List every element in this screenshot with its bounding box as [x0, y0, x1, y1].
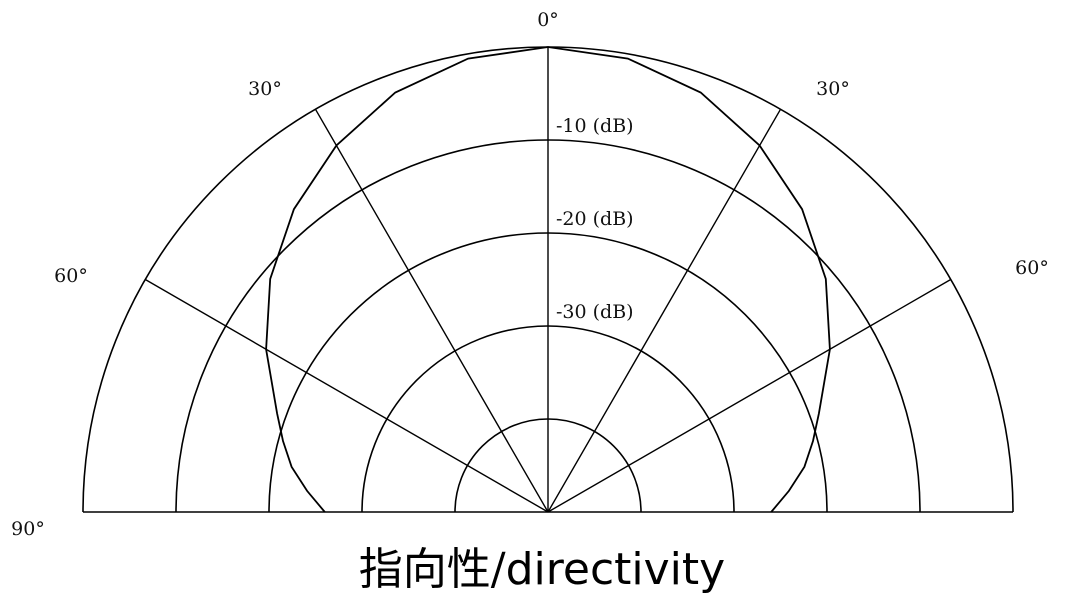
directivity-polar-chart: 0°30°30°60°60°90°90° -10 (dB)-20 (dB)-30… [11, 9, 1049, 540]
angular-spokes [144, 47, 952, 513]
spoke-30 [547, 108, 782, 513]
spoke-60 [547, 278, 952, 513]
caption-cjk: 指向性 [358, 544, 491, 595]
spoke--30 [314, 108, 549, 513]
spoke--60 [144, 278, 549, 513]
ring-label-20db: -20 (dB) [556, 208, 634, 230]
series-line-0 [265, 46, 831, 513]
angle-label-left-30: 30° [248, 78, 282, 100]
angle-label-right-30: 30° [816, 78, 850, 100]
angle-label-0: 0° [537, 9, 559, 31]
ring-label-30db: -30 (dB) [556, 301, 634, 323]
angle-label-left-90: 90° [11, 518, 45, 540]
chart-caption: 指向性/directivity [0, 548, 1084, 592]
directivity-series [265, 46, 831, 513]
angle-label-left-60: 60° [54, 265, 88, 287]
caption-english: directivity [505, 544, 726, 595]
radial-tick-labels: -10 (dB) -20 (dB) -30 (dB) [556, 115, 634, 323]
angle-label-right-60: 60° [1015, 257, 1049, 279]
ring-label-10db: -10 (dB) [556, 115, 634, 137]
caption-separator: / [490, 544, 506, 595]
angle-tick-labels: 0°30°30°60°60°90°90° [11, 9, 1049, 540]
